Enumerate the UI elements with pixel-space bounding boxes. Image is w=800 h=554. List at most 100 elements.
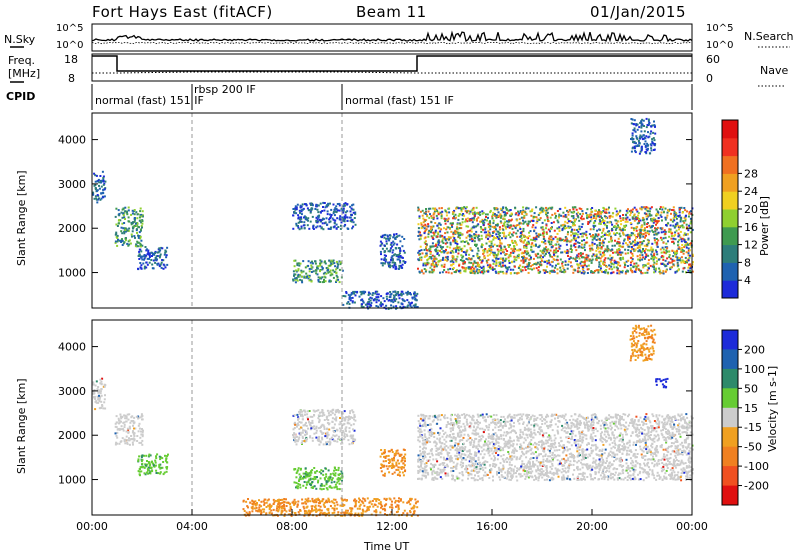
scatter-point	[665, 249, 668, 252]
scatter-point	[612, 251, 614, 254]
scatter-point	[570, 239, 573, 242]
scatter-point	[544, 269, 547, 272]
scatter-point	[502, 211, 505, 214]
scatter-point	[116, 442, 119, 445]
scatter-point	[670, 237, 673, 240]
scatter-point	[613, 232, 615, 235]
scatter-point	[151, 460, 153, 463]
scatter-point	[598, 211, 601, 214]
scatter-point	[604, 248, 607, 251]
cpid-segment-3: normal (fast) 151 IF	[345, 94, 454, 107]
scatter-point	[612, 263, 615, 266]
scatter-point	[145, 266, 148, 269]
scatter-point	[519, 210, 522, 212]
scatter-point	[479, 213, 482, 216]
scatter-point	[287, 501, 290, 504]
scatter-point	[652, 218, 655, 221]
scatter-point	[577, 228, 580, 231]
scatter-point	[333, 435, 336, 438]
scatter-point	[503, 213, 506, 216]
scatter-point	[515, 259, 518, 262]
scatter-point	[322, 228, 325, 231]
scatter-point	[351, 442, 354, 445]
scatter-point	[407, 291, 410, 294]
scatter-point	[483, 250, 486, 253]
scatter-point	[578, 242, 581, 244]
scatter-point	[148, 462, 151, 465]
scatter-point	[430, 255, 433, 258]
scatter-point	[158, 455, 161, 458]
scatter-point	[616, 248, 619, 251]
scatter-point	[323, 209, 326, 212]
scatter-point	[337, 263, 340, 266]
scatter-point	[392, 240, 395, 243]
scatter-point	[124, 417, 127, 420]
scatter-point	[139, 207, 142, 210]
scatter-point	[309, 471, 312, 474]
scatter-point	[454, 213, 457, 216]
scatter-point	[586, 259, 588, 262]
scatter-point	[380, 258, 383, 261]
scatter-point	[664, 246, 667, 249]
scatter-point	[563, 223, 566, 226]
scatter-point	[297, 500, 300, 503]
scatter-point	[516, 224, 519, 227]
scatter-point	[418, 217, 421, 219]
scatter-point	[296, 203, 299, 206]
scatter-point	[430, 235, 433, 238]
scatter-point	[495, 259, 498, 262]
scatter-point	[498, 245, 501, 248]
scatter-point	[608, 264, 611, 267]
scatter-point	[577, 252, 580, 255]
scatter-point	[470, 257, 473, 260]
scatter-point	[296, 262, 299, 265]
scatter-point	[655, 223, 657, 226]
scatter-point	[677, 247, 680, 250]
scatter-point	[685, 259, 688, 262]
scatter-point	[487, 234, 490, 237]
scatter-point	[546, 262, 549, 265]
scatter-point	[114, 422, 117, 425]
scatter-point	[639, 134, 642, 137]
scatter-point	[303, 475, 305, 478]
scatter-point	[354, 503, 357, 506]
scatter-point	[629, 251, 632, 254]
scatter-point	[353, 429, 356, 432]
scatter-point	[381, 264, 384, 267]
scatter-point	[680, 206, 683, 209]
scatter-point	[674, 253, 676, 256]
scatter-point	[451, 249, 454, 252]
scatter-point	[336, 209, 339, 212]
scatter-point	[296, 487, 299, 490]
scatter-point	[299, 211, 301, 214]
scatter-point	[134, 427, 137, 430]
counts-left-tick-bottom: 10^0	[56, 40, 83, 51]
scatter-point	[535, 221, 538, 224]
scatter-point	[651, 242, 654, 245]
scatter-point	[598, 263, 601, 266]
scatter-point	[134, 245, 137, 248]
scatter-point	[131, 212, 134, 215]
scatter-point	[334, 483, 337, 486]
scatter-point	[476, 265, 479, 267]
scatter-point	[456, 246, 459, 249]
scatter-point	[527, 207, 530, 210]
scatter-point	[526, 265, 529, 268]
scatter-point	[332, 472, 335, 475]
scatter-point	[577, 216, 580, 219]
scatter-point	[479, 220, 482, 223]
scatter-point	[551, 265, 554, 268]
scatter-point	[395, 236, 398, 238]
scatter-point	[432, 270, 435, 273]
scatter-point	[407, 290, 409, 293]
scatter-point	[651, 124, 654, 127]
scatter-point	[410, 507, 413, 510]
scatter-point	[399, 240, 402, 243]
scatter-point	[500, 242, 503, 245]
scatter-point	[643, 257, 646, 260]
scatter-point	[479, 259, 482, 261]
scatter-point	[421, 214, 424, 217]
scatter-point	[137, 241, 140, 244]
scatter-point	[450, 224, 453, 227]
scatter-point	[335, 469, 338, 471]
